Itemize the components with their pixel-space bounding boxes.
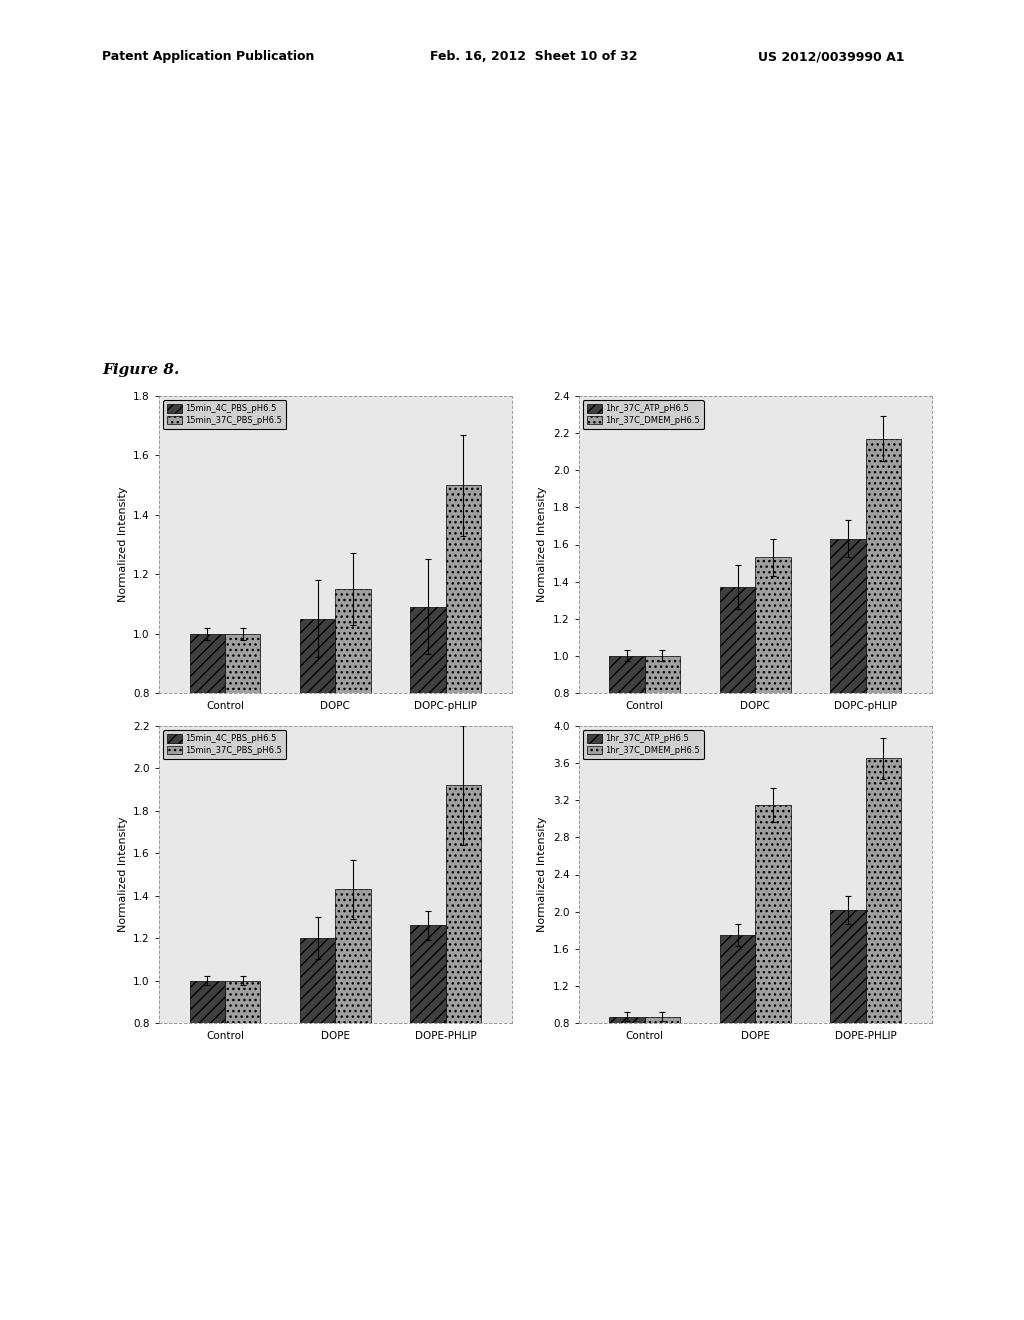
Y-axis label: Normalized Intensity: Normalized Intensity — [538, 817, 548, 932]
Bar — [445, 486, 481, 931]
Bar — [609, 656, 645, 842]
Legend: 15min_4C_PBS_pH6.5, 15min_37C_PBS_pH6.5: 15min_4C_PBS_pH6.5, 15min_37C_PBS_pH6.5 — [163, 400, 287, 429]
Bar — [335, 589, 371, 931]
Bar — [609, 1016, 645, 1097]
Bar — [445, 785, 481, 1193]
Text: Feb. 16, 2012  Sheet 10 of 32: Feb. 16, 2012 Sheet 10 of 32 — [430, 50, 638, 63]
Legend: 1hr_37C_ATP_pH6.5, 1hr_37C_DMEM_pH6.5: 1hr_37C_ATP_pH6.5, 1hr_37C_DMEM_pH6.5 — [583, 400, 705, 429]
Bar — [720, 935, 755, 1097]
Bar — [645, 656, 680, 842]
Bar — [411, 925, 445, 1193]
Bar — [225, 981, 260, 1193]
Text: Patent Application Publication: Patent Application Publication — [102, 50, 314, 63]
Text: US 2012/0039990 A1: US 2012/0039990 A1 — [758, 50, 904, 63]
Bar — [189, 634, 225, 931]
Bar — [225, 634, 260, 931]
Y-axis label: Normalized Intensity: Normalized Intensity — [118, 487, 128, 602]
Legend: 1hr_37C_ATP_pH6.5, 1hr_37C_DMEM_pH6.5: 1hr_37C_ATP_pH6.5, 1hr_37C_DMEM_pH6.5 — [583, 730, 705, 759]
Bar — [755, 805, 791, 1097]
Y-axis label: Normalized Intensity: Normalized Intensity — [538, 487, 548, 602]
Text: Figure 8.: Figure 8. — [102, 363, 179, 378]
Bar — [830, 909, 865, 1097]
Bar — [189, 981, 225, 1193]
Bar — [300, 619, 336, 931]
Bar — [645, 1016, 680, 1097]
Bar — [865, 759, 901, 1097]
Legend: 15min_4C_PBS_pH6.5, 15min_37C_PBS_pH6.5: 15min_4C_PBS_pH6.5, 15min_37C_PBS_pH6.5 — [163, 730, 287, 759]
Bar — [865, 438, 901, 842]
Y-axis label: Normalized Intensity: Normalized Intensity — [118, 817, 128, 932]
Bar — [411, 607, 445, 931]
Bar — [830, 539, 865, 842]
Bar — [335, 890, 371, 1193]
Bar — [300, 939, 336, 1193]
Bar — [720, 587, 755, 842]
Bar — [755, 557, 791, 842]
